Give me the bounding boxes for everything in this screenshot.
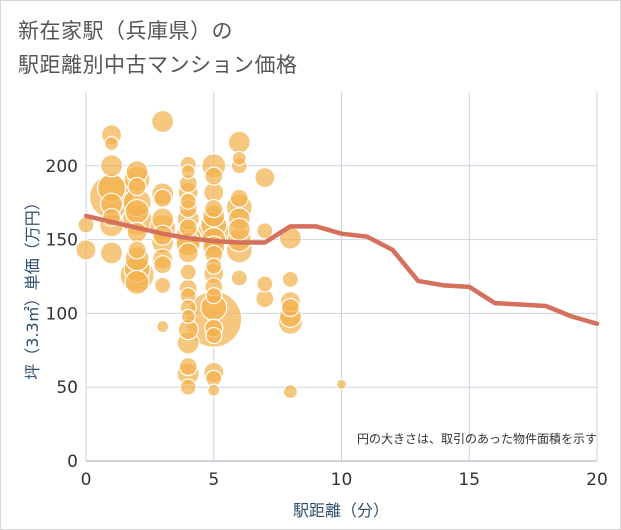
bubble-point-74 xyxy=(154,276,172,294)
y-tick-label-2: 100 xyxy=(46,304,78,324)
bubble-point-70 xyxy=(229,188,249,208)
chart-title: 新在家駅（兵庫県）の 駅距離別中古マンション価格 xyxy=(18,14,298,82)
bubble-point-77 xyxy=(179,263,197,281)
bubble-point-91 xyxy=(180,164,196,180)
chart-title-line2: 駅距離別中古マンション価格 xyxy=(18,53,298,77)
bubble-point-59 xyxy=(153,255,173,275)
bubble-size-note: 円の大きさは、取引のあった物件面積を示す xyxy=(357,431,597,446)
bubble-point-97 xyxy=(335,378,348,390)
y-tick-label-0: 0 xyxy=(67,452,78,472)
bubble-point-65 xyxy=(204,166,224,186)
y-axis-title: 坪（3.3㎡）単価（万円） xyxy=(23,194,42,379)
bubble-point-39 xyxy=(227,217,251,241)
bubble-point-82 xyxy=(205,287,223,305)
bubble-point-88 xyxy=(256,275,274,293)
bubble-point-80 xyxy=(179,378,197,396)
bubble-point-72 xyxy=(280,297,300,318)
bubble-point-93 xyxy=(231,150,247,167)
bubble-point-57 xyxy=(127,240,147,260)
bubble-point-92 xyxy=(180,308,196,324)
x-axis-title: 駅距離（分） xyxy=(293,501,389,520)
bubble-point-96 xyxy=(207,383,221,397)
bubble-point-89 xyxy=(281,270,299,289)
bubble-point-94 xyxy=(282,384,298,400)
x-tick-label-3: 15 xyxy=(458,470,480,490)
bubble-point-18 xyxy=(124,269,150,296)
bubble-point-24 xyxy=(99,154,124,178)
bubble-series xyxy=(75,109,348,400)
x-tick-label-4: 20 xyxy=(586,470,608,490)
bubble-point-53 xyxy=(254,167,276,189)
bubble-point-26 xyxy=(99,241,124,265)
bubble-point-48 xyxy=(177,242,199,264)
bubble-point-62 xyxy=(178,218,198,238)
trend-line-0 xyxy=(83,213,600,326)
x-tick-label-1: 5 xyxy=(208,470,219,490)
bubble-point-64 xyxy=(178,356,198,377)
x-tick-label-2: 10 xyxy=(331,470,353,490)
y-tick-label-4: 200 xyxy=(46,157,78,177)
bubble-point-86 xyxy=(230,269,248,287)
y-tick-label-3: 150 xyxy=(46,231,78,251)
bubble-point-66 xyxy=(204,199,224,219)
bubble-point-56 xyxy=(127,176,147,197)
bubble-point-37 xyxy=(227,130,251,154)
bubble-point-90 xyxy=(103,136,120,152)
bubble-point-87 xyxy=(256,222,274,240)
bubble-point-95 xyxy=(156,320,170,334)
bubble-point-42 xyxy=(75,239,97,261)
grid-lines xyxy=(85,92,598,462)
y-tick-label-1: 50 xyxy=(56,378,78,398)
trend-line-series xyxy=(83,213,600,326)
x-tick-label-0: 0 xyxy=(81,470,92,490)
bubble-point-83 xyxy=(205,326,223,345)
chart-title-line1: 新在家駅（兵庫県）の xyxy=(18,19,233,43)
bubble-point-16 xyxy=(124,198,150,225)
bubble-point-76 xyxy=(179,192,197,210)
bubble-point-28 xyxy=(151,109,175,134)
bubble-point-58 xyxy=(153,188,173,208)
bubble-point-81 xyxy=(205,257,223,275)
